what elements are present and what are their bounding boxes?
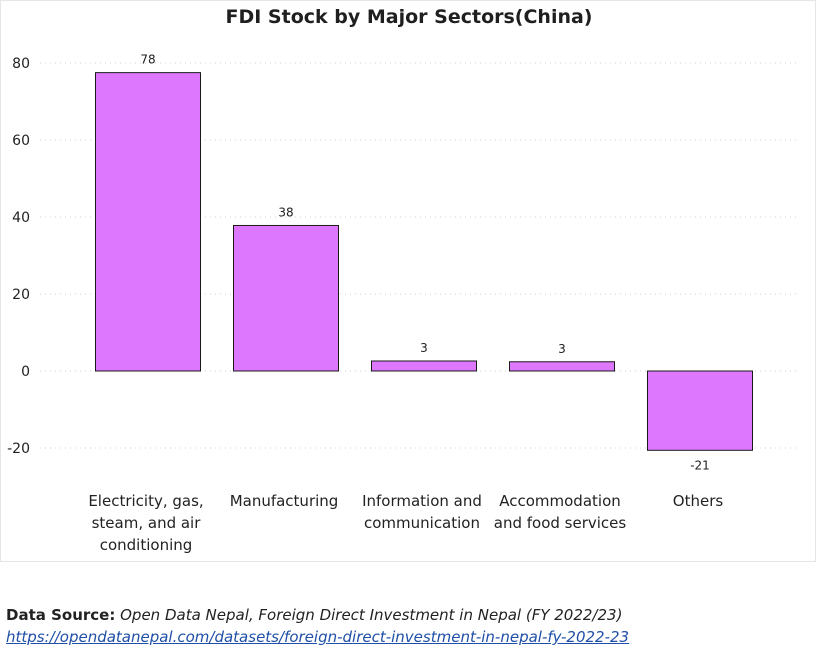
x-tick-label: Accommodation xyxy=(499,492,621,510)
x-tick-label: Information and xyxy=(362,492,482,510)
data-label: 3 xyxy=(420,341,428,355)
bar-chart: 80 60 40 20 0 -20 78 Electricity, gas, steam, an… xyxy=(7,53,800,554)
data-source-label: Data Source: xyxy=(6,606,116,624)
y-tick-label: 60 xyxy=(12,133,30,149)
y-tick-label: -20 xyxy=(7,441,30,457)
x-tick-label: Others xyxy=(673,492,724,510)
data-label: 38 xyxy=(278,205,293,219)
data-label: 3 xyxy=(558,342,566,356)
x-tick-label: and food services xyxy=(494,514,627,532)
data-source: Data Source: Open Data Nepal, Foreign Di… xyxy=(6,606,622,624)
data-source-text: Open Data Nepal, Foreign Direct Investme… xyxy=(120,606,623,624)
chart-title: FDI Stock by Major Sectors(China) xyxy=(225,6,593,28)
data-label: -21 xyxy=(690,458,710,472)
x-tick-label: communication xyxy=(364,514,480,532)
x-tick-label: Electricity, gas, xyxy=(88,492,203,510)
bar xyxy=(371,360,477,372)
y-tick-label: 40 xyxy=(12,210,30,226)
y-tick-label: 0 xyxy=(21,364,30,380)
bar xyxy=(233,224,339,372)
bar xyxy=(647,370,753,451)
bar xyxy=(509,361,615,372)
x-tick-label: conditioning xyxy=(100,536,193,554)
y-tick-label: 20 xyxy=(12,287,30,303)
data-source-link[interactable]: https://opendatanepal.com/datasets/forei… xyxy=(6,628,630,646)
x-tick-label: steam, and air xyxy=(92,514,202,532)
y-tick-label: 80 xyxy=(12,56,30,72)
bar xyxy=(95,72,201,372)
x-tick-label: Manufacturing xyxy=(230,492,339,510)
data-label: 78 xyxy=(140,53,155,67)
